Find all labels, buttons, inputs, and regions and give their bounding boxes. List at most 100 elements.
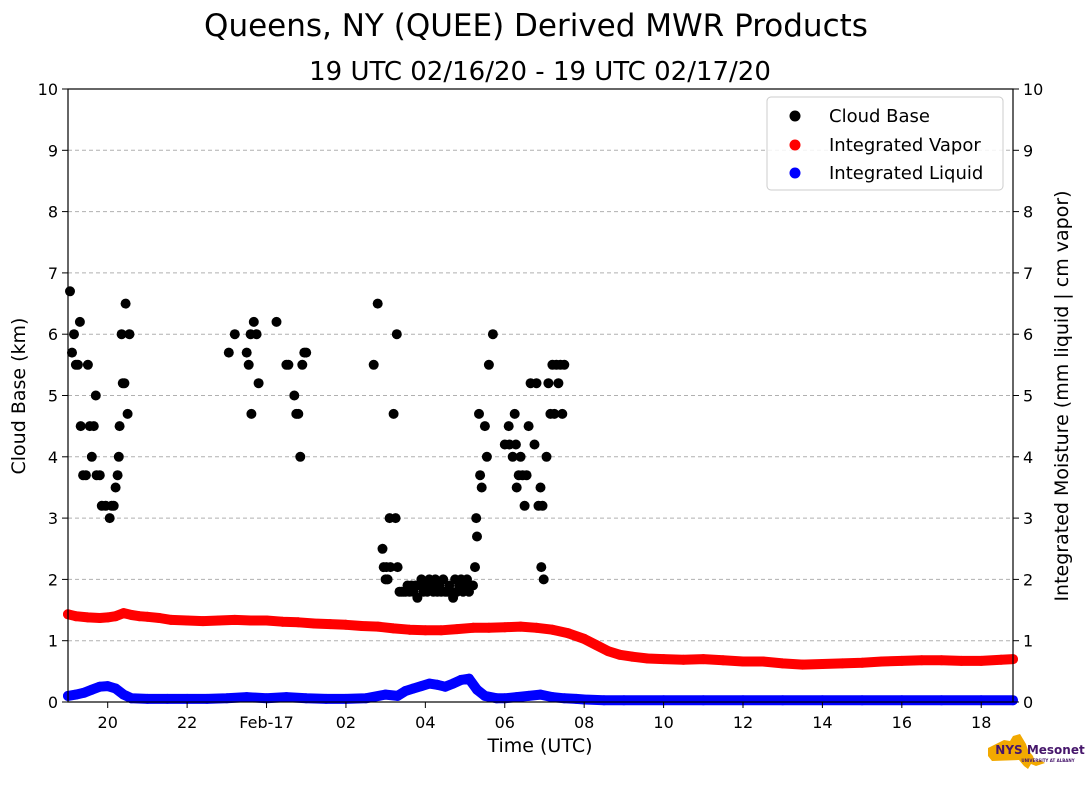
cloud-base-point xyxy=(289,390,300,401)
cloud-base-point xyxy=(124,329,135,340)
cloud-base-point xyxy=(536,562,547,573)
integrated-liquid-point xyxy=(261,693,272,704)
cloud-base-point xyxy=(529,439,540,450)
cloud-base-point xyxy=(65,286,75,297)
integrated-liquid-point xyxy=(456,674,467,685)
y-tick-label: 8 xyxy=(48,203,58,222)
integrated-vapor-point xyxy=(452,624,463,635)
integrated-vapor-point xyxy=(82,612,93,623)
cloud-base-point xyxy=(483,359,494,370)
cloud-base-point xyxy=(293,408,304,419)
cloud-base-point xyxy=(523,421,534,432)
integrated-vapor-point xyxy=(658,654,669,665)
integrated-liquid-point xyxy=(380,689,391,700)
nys-mesonet-logo: NYS Mesonet UNIVERSITY AT ALBANY xyxy=(988,734,1085,769)
integrated-liquid-point xyxy=(976,695,987,706)
integrated-vapor-point xyxy=(388,623,399,634)
cloud-base-point xyxy=(474,408,484,419)
integrated-vapor-point xyxy=(182,615,193,626)
cloud-base-point xyxy=(251,329,262,340)
x-tick-label: 12 xyxy=(733,713,753,732)
integrated-vapor-point xyxy=(102,612,113,623)
cloud-base-point xyxy=(223,347,234,358)
cloud-base-point xyxy=(67,347,77,358)
integrated-liquid-point xyxy=(94,681,105,692)
integrated-liquid-point xyxy=(281,692,292,703)
cloud-base-point xyxy=(537,500,548,511)
integrated-liquid-point xyxy=(432,679,443,690)
cloud-base-point xyxy=(470,562,480,573)
integrated-vapor-point xyxy=(198,616,208,627)
x-tick-label: 22 xyxy=(177,713,197,732)
integrated-liquid-point xyxy=(738,695,748,706)
y-right-tick-label: 1 xyxy=(1023,632,1033,651)
cloud-base-point xyxy=(543,378,554,389)
cloud-base-point xyxy=(535,482,546,493)
cloud-base-point xyxy=(119,378,130,389)
cloud-base-point xyxy=(271,316,282,327)
integrated-liquid-point xyxy=(464,673,474,684)
cloud-base-point xyxy=(481,451,492,462)
x-axis-label: Time (UTC) xyxy=(486,735,592,757)
integrated-vapor-point xyxy=(134,611,145,622)
y-tick-label: 2 xyxy=(48,570,58,589)
integrated-liquid-point xyxy=(658,695,669,706)
cloud-base-point xyxy=(90,390,101,401)
integrated-vapor-point xyxy=(777,658,788,669)
integrated-liquid-point xyxy=(618,695,629,706)
integrated-vapor-point xyxy=(110,611,121,622)
cloud-base-point xyxy=(372,298,383,309)
cloud-base-point xyxy=(295,451,306,462)
integrated-liquid-point xyxy=(559,693,570,704)
y-tick-label: 6 xyxy=(48,325,58,344)
cloud-base-point xyxy=(94,470,105,481)
integrated-liquid-point xyxy=(360,693,371,704)
cloud-base-point xyxy=(388,408,399,419)
cloud-base-point xyxy=(113,451,124,462)
cloud-base-point xyxy=(120,298,131,309)
integrated-vapor-point xyxy=(483,622,494,633)
cloud-base-point xyxy=(297,359,308,370)
integrated-vapor-point xyxy=(261,615,272,626)
y-tick-label: 4 xyxy=(48,448,58,467)
cloud-base-point xyxy=(519,500,530,511)
integrated-vapor-point xyxy=(547,624,558,635)
legend: Cloud Base Integrated Vapor Integrated L… xyxy=(766,96,1004,191)
integrated-liquid-point xyxy=(698,695,709,706)
integrated-vapor-point xyxy=(916,655,927,666)
integrated-vapor-point xyxy=(154,613,165,623)
x-tick-label: 10 xyxy=(653,713,673,732)
cloud-base-point xyxy=(390,513,401,524)
cloud-base-point xyxy=(468,580,478,591)
integrated-vapor-point xyxy=(420,625,431,636)
cloud-base-point xyxy=(438,574,449,585)
integrated-vapor-point xyxy=(678,654,689,665)
cloud-base-point xyxy=(248,316,259,327)
integrated-vapor-point xyxy=(976,655,987,666)
integrated-liquid-point xyxy=(241,692,252,703)
x-tick-label: 18 xyxy=(971,713,991,732)
cloud-base-point xyxy=(80,470,91,481)
x-tick-label: 06 xyxy=(495,713,515,732)
cloud-base-point xyxy=(412,592,423,603)
integrated-vapor-point xyxy=(579,633,590,644)
integrated-liquid-point xyxy=(126,693,137,704)
cloud-base-point xyxy=(114,421,125,432)
integrated-liquid-point xyxy=(424,678,435,689)
integrated-vapor-point xyxy=(563,628,574,639)
integrated-vapor-point xyxy=(126,610,137,620)
cloud-base-point xyxy=(229,329,240,340)
integrated-liquid-point xyxy=(400,686,411,696)
y-tick-label: 3 xyxy=(48,509,58,528)
cloud-base-point xyxy=(549,408,560,419)
integrated-vapor-point xyxy=(738,656,748,667)
integrated-liquid-point xyxy=(511,692,522,703)
integrated-vapor-point xyxy=(591,640,602,650)
cloud-base-point xyxy=(377,543,388,554)
logo-text: NYS Mesonet xyxy=(995,743,1085,757)
cloud-base-point xyxy=(116,329,127,340)
cloud-base-point xyxy=(75,421,86,432)
integrated-vapor-point xyxy=(325,619,336,630)
cloud-base-point xyxy=(253,378,264,389)
integrated-vapor-point xyxy=(718,655,729,666)
